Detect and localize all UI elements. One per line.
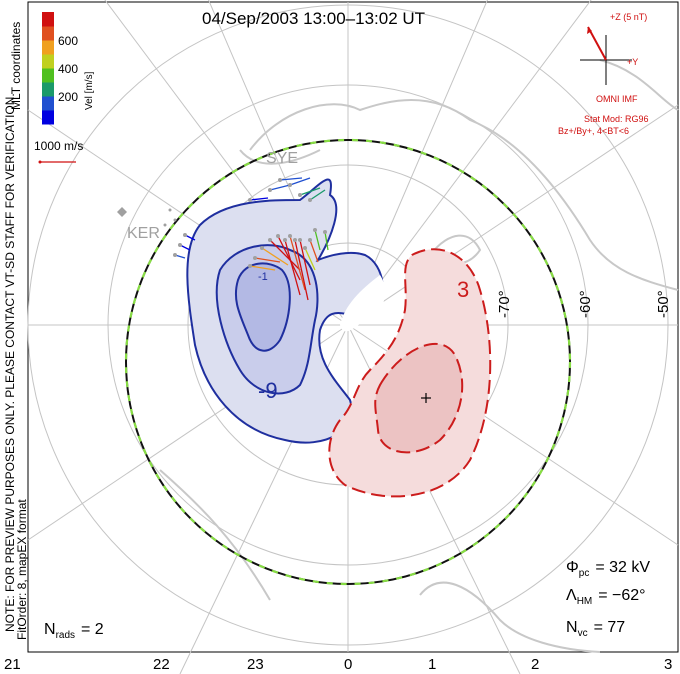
negative-cell-core [234, 262, 291, 352]
positive-cell-core [374, 342, 464, 454]
pole-gap [340, 275, 386, 332]
color-scale-tick-600: 600 [58, 34, 78, 48]
stat-n-vc: Nvc = 77 [566, 619, 625, 639]
mlt-tick-23: 23 [247, 656, 264, 673]
imf-stat-mod: Stat Mod: RG96 [584, 114, 649, 124]
latitude-label-50: -50° [655, 290, 672, 318]
imf-z-label: +Z (5 nT) [610, 12, 647, 22]
page-title: 04/Sep/2003 13:00–13:02 UT [202, 9, 425, 28]
mlt-tick-0: 0 [344, 656, 352, 673]
svg-text:Φpc= 32 kV: Φpc = 32 kV [566, 559, 650, 579]
color-scale-swatch [42, 12, 54, 27]
imf-y-label: +Y [627, 57, 638, 67]
stat-phi-pc: Φpc = 32 kV [566, 559, 650, 579]
contour-label-positive: 3 [457, 277, 469, 302]
color-scale-swatch [42, 68, 54, 83]
svg-text:Nrads= 2: Nrads = 2 [44, 621, 104, 641]
mlt-tick-21: 21 [4, 656, 21, 673]
stat-lambda-hm: ΛHM = −62° [566, 587, 646, 607]
contour-label-negative: -9 [258, 378, 278, 403]
color-scale-swatch [42, 110, 54, 125]
reference-vector-label: 1000 m/s [34, 139, 83, 153]
imf-omni-label: OMNI IMF [596, 94, 638, 104]
fit-order-note: FitOrder: 8, mapEX format [15, 499, 29, 640]
color-scale-swatch [42, 40, 54, 55]
svg-text:Nvc= 77: Nvc = 77 [566, 619, 625, 639]
imf-dial: +Z (5 nT) +Y OMNI IMF Stat Mod: RG96 Bz+… [558, 12, 649, 136]
latitude-label-60: -60° [577, 290, 594, 318]
color-scale-tick-400: 400 [58, 62, 78, 76]
heppner-maynard-boundary-dash [124, 138, 572, 586]
color-scale-swatch [42, 82, 54, 97]
vector-origin-dots [163, 178, 327, 268]
reference-vector-dot [38, 160, 42, 164]
color-scale-swatch [42, 54, 54, 69]
contour-label-small: -1 [258, 271, 268, 283]
station-marker-ker [117, 207, 127, 217]
coordinates-label: MLT coordinates [9, 22, 23, 110]
preview-note: NOTE: FOR PREVIEW PURPOSES ONLY. PLEASE … [3, 93, 17, 632]
velocity-color-scale [42, 12, 54, 125]
mlt-axis: 21 22 23 0 1 2 3 [4, 656, 672, 673]
station-ker: KER [117, 207, 160, 242]
station-label-sye: SYE [266, 150, 298, 167]
color-scale-swatch [42, 26, 54, 41]
imf-condition: Bz+/By+, 4<BT<6 [558, 126, 629, 136]
mlt-tick-2: 2 [531, 656, 539, 673]
station-sye: SYE [266, 150, 298, 167]
color-scale-label: Vel [m/s] [84, 71, 95, 110]
potential-maximum-marker [421, 393, 431, 403]
mlt-tick-1: 1 [428, 656, 436, 673]
mlt-tick-22: 22 [153, 656, 170, 673]
mlt-tick-3: 3 [664, 656, 672, 673]
color-scale-swatch [42, 96, 54, 111]
latitude-label-70: -70° [496, 290, 513, 318]
stat-n-rads: Nrads = 2 [44, 621, 104, 641]
velocity-vectors [174, 177, 329, 301]
station-label-ker: KER [127, 225, 160, 242]
color-scale-tick-200: 200 [58, 90, 78, 104]
svg-text:ΛHM= −62°: ΛHM = −62° [566, 587, 646, 607]
